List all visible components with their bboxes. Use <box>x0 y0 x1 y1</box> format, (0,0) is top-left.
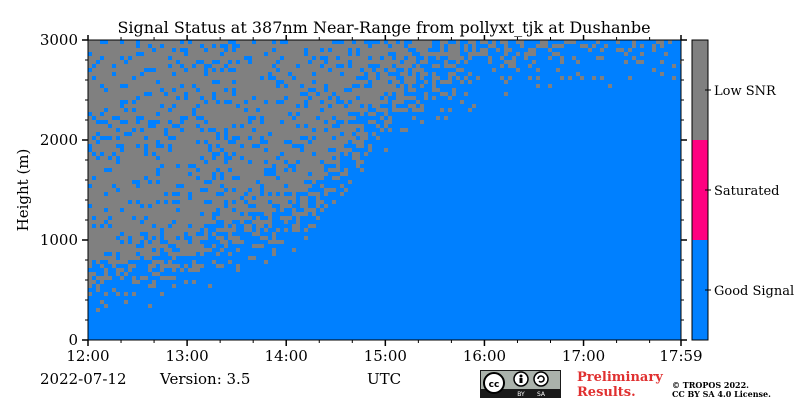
chart-title: Signal Status at 387nm Near-Range from p… <box>117 18 650 37</box>
colorbar-segment-good-signal <box>692 240 708 340</box>
x-tick-label: 15:00 <box>364 347 407 365</box>
x-axis-label: UTC <box>367 370 401 388</box>
y-tick-label: 0 <box>68 331 78 349</box>
heatmap-area <box>88 40 681 340</box>
low-snr-region <box>88 40 681 312</box>
cc-sa-label: SA <box>537 391 546 398</box>
preliminary-line-1: Preliminary <box>577 370 663 385</box>
version-label: Version: 3.5 <box>159 370 250 388</box>
copyright-line-1: © TROPOS 2022. <box>672 380 749 390</box>
x-tick-label: 16:00 <box>463 347 506 365</box>
svg-text:cc: cc <box>489 380 500 390</box>
colorbar-frame <box>691 39 709 341</box>
copyright-line-2: CC BY SA 4.0 License. <box>672 389 771 399</box>
x-tick-label: 17:00 <box>562 347 605 365</box>
colorbar-segment-low-snr <box>692 40 708 140</box>
colorbar: Good Signal Saturated Low SNR <box>691 39 794 341</box>
y-axis-label: Height (m) <box>14 149 32 232</box>
plot-frame <box>87 39 682 341</box>
preliminary-line-2: Results. <box>577 385 636 400</box>
cc-by-label: BY <box>517 391 525 398</box>
colorbar-label: Low SNR <box>714 84 777 99</box>
y-tick-label: 1000 <box>40 231 78 249</box>
date-label: 2022-07-12 <box>40 370 126 388</box>
x-tick-label: 12:00 <box>66 347 109 365</box>
colorbar-label: Good Signal <box>714 284 794 299</box>
x-tick-label: 14:00 <box>265 347 308 365</box>
colorbar-segment-saturated <box>692 140 708 240</box>
colorbar-label: Saturated <box>714 184 779 199</box>
sa-icon <box>533 371 549 387</box>
y-tick-label: 3000 <box>40 31 78 49</box>
x-tick-label: 17:59 <box>659 347 702 365</box>
y-tick-label: 2000 <box>40 131 78 149</box>
cc-icon <box>483 372 505 394</box>
cc-license-badge: cc BY SA <box>480 370 561 398</box>
x-tick-label: 13:00 <box>165 347 208 365</box>
